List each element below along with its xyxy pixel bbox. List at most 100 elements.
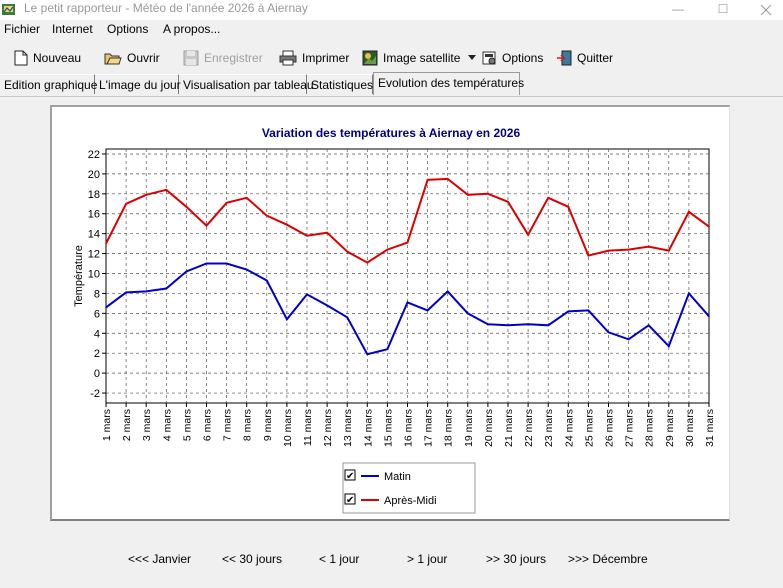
- nav-janvier-button[interactable]: <<< Janvier: [128, 552, 192, 566]
- maximize-button[interactable]: ☐: [717, 2, 729, 16]
- data-point: [125, 202, 127, 205]
- toolbar: Nouveau Ouvrir Enregistrer Imprimer Imag…: [0, 42, 783, 72]
- print-button[interactable]: Imprimer: [279, 48, 349, 68]
- data-point: [165, 189, 168, 191]
- x-tick-label: 28 mars: [644, 409, 656, 447]
- print-button-label: Imprimer: [302, 51, 350, 65]
- data-point: [567, 205, 570, 208]
- options-icon: [482, 51, 496, 65]
- x-tick-label: 20 mars: [483, 409, 495, 447]
- new-button[interactable]: Nouveau: [14, 48, 81, 68]
- tab-evolution-temperatures[interactable]: Evolution des températures: [373, 72, 524, 95]
- data-point: [668, 345, 670, 348]
- x-tick-label: 12 mars: [322, 409, 334, 447]
- satellite-image-label: Image satellite: [383, 51, 461, 65]
- x-tick-label: 31 mars: [704, 409, 716, 447]
- data-point: [145, 194, 147, 196]
- data-point: [125, 291, 127, 294]
- tab-visualisation-tableau[interactable]: Visualisation par tableau: [179, 74, 314, 94]
- legend-checkbox-matin[interactable]: [344, 469, 356, 481]
- data-point: [406, 301, 409, 304]
- title-bar: Le petit rapporteur - Météo de l'année 2…: [0, 0, 783, 20]
- nav-forward-1-button[interactable]: > 1 jour: [407, 552, 448, 566]
- y-tick-label: 18: [88, 189, 100, 201]
- open-button[interactable]: Ouvrir: [104, 48, 160, 68]
- data-point: [105, 306, 107, 309]
- y-axis-label: Température: [73, 245, 85, 307]
- menu-internet[interactable]: Internet: [52, 22, 93, 36]
- x-tick-label: 10 mars: [282, 409, 294, 447]
- menu-bar: Fichier Internet Options A propos...: [0, 20, 783, 40]
- legend-checkbox-apres-midi[interactable]: [344, 493, 356, 505]
- legend-item-apres-midi[interactable]: ✔ Après-Midi: [344, 493, 437, 507]
- data-point: [286, 223, 288, 226]
- data-point: [547, 197, 549, 199]
- tab-edition-graphique[interactable]: Edition graphique: [0, 74, 97, 94]
- chevron-down-icon[interactable]: [468, 55, 477, 61]
- menu-a-propos[interactable]: A propos...: [163, 22, 221, 36]
- x-tick-label: 2 mars: [121, 409, 133, 441]
- x-tick-label: 19 mars: [463, 409, 475, 447]
- grid: [106, 149, 709, 403]
- minimize-button[interactable]: —: [672, 2, 684, 16]
- data-point: [647, 324, 650, 327]
- nav-decembre-button[interactable]: >>> Décembre: [568, 552, 648, 566]
- data-point: [306, 234, 308, 237]
- quit-button[interactable]: Quitter: [556, 48, 613, 68]
- nav-forward-30-button[interactable]: >> 30 jours: [486, 552, 547, 566]
- data-point: [266, 214, 268, 217]
- nav-back-1-button[interactable]: < 1 jour: [319, 552, 360, 566]
- tab-bar: Edition graphique L'image du jour Visual…: [0, 72, 783, 96]
- legend-item-matin[interactable]: ✔ Matin: [344, 469, 411, 483]
- nav-back-30-button[interactable]: << 30 jours: [222, 552, 283, 566]
- options-button[interactable]: Options: [481, 48, 543, 68]
- tab-image-du-jour[interactable]: L'image du jour: [95, 74, 181, 94]
- data-point: [185, 205, 188, 208]
- exit-door-icon: [557, 50, 572, 66]
- y-tick-label: 8: [94, 288, 100, 300]
- open-folder-icon: [104, 53, 122, 65]
- temperature-chart: Variation des températures à Aiernay en …: [73, 126, 716, 514]
- data-point: [688, 210, 690, 213]
- tab-divider: [0, 96, 783, 97]
- data-point: [346, 250, 349, 253]
- x-tick-label: 26 mars: [604, 409, 616, 447]
- satellite-image-button[interactable]: Image satellite: [362, 48, 481, 68]
- y-tick-label: 2: [94, 348, 100, 360]
- x-axis: 1 mars 2 mars 3 mars 4 mars 5 mars 6 mars 7 ma…: [101, 403, 716, 447]
- x-tick-label: 5 mars: [181, 409, 193, 441]
- close-icon: [760, 4, 771, 16]
- new-button-label: Nouveau: [33, 51, 82, 65]
- chart-title: Variation des températures à Aiernay en …: [262, 126, 521, 140]
- app-icon: [2, 4, 15, 15]
- data-point: [567, 310, 570, 313]
- data-point: [185, 270, 188, 273]
- close-button[interactable]: [748, 0, 783, 20]
- x-tick-label: 27 mars: [624, 409, 636, 447]
- x-tick-label: 18 mars: [443, 409, 455, 447]
- data-point: [386, 248, 389, 251]
- save-disk-icon: [183, 50, 199, 66]
- data-point: [688, 292, 690, 295]
- data-point: [366, 261, 369, 264]
- save-button[interactable]: Enregistrer: [183, 48, 263, 68]
- x-tick-label: 16 mars: [403, 409, 415, 447]
- y-tick-label: 4: [94, 328, 100, 340]
- data-point: [446, 290, 449, 293]
- tab-statistiques[interactable]: Statistiques: [307, 74, 373, 94]
- data-point: [205, 224, 208, 227]
- data-point: [587, 254, 590, 257]
- checkmark-icon: ✔: [346, 471, 354, 482]
- menu-options[interactable]: Options: [107, 22, 149, 36]
- data-point: [607, 331, 610, 334]
- x-tick-label: 17 mars: [423, 409, 435, 447]
- series-lines: [105, 177, 710, 356]
- legend: ✔ Matin ✔ Après-Midi: [342, 462, 476, 514]
- data-point: [527, 233, 529, 236]
- y-tick-label: 16: [88, 209, 100, 221]
- menu-fichier[interactable]: Fichier: [4, 22, 41, 36]
- data-point: [225, 262, 228, 265]
- x-tick-label: 13 mars: [342, 409, 354, 447]
- data-point: [386, 348, 389, 351]
- data-point: [507, 324, 509, 327]
